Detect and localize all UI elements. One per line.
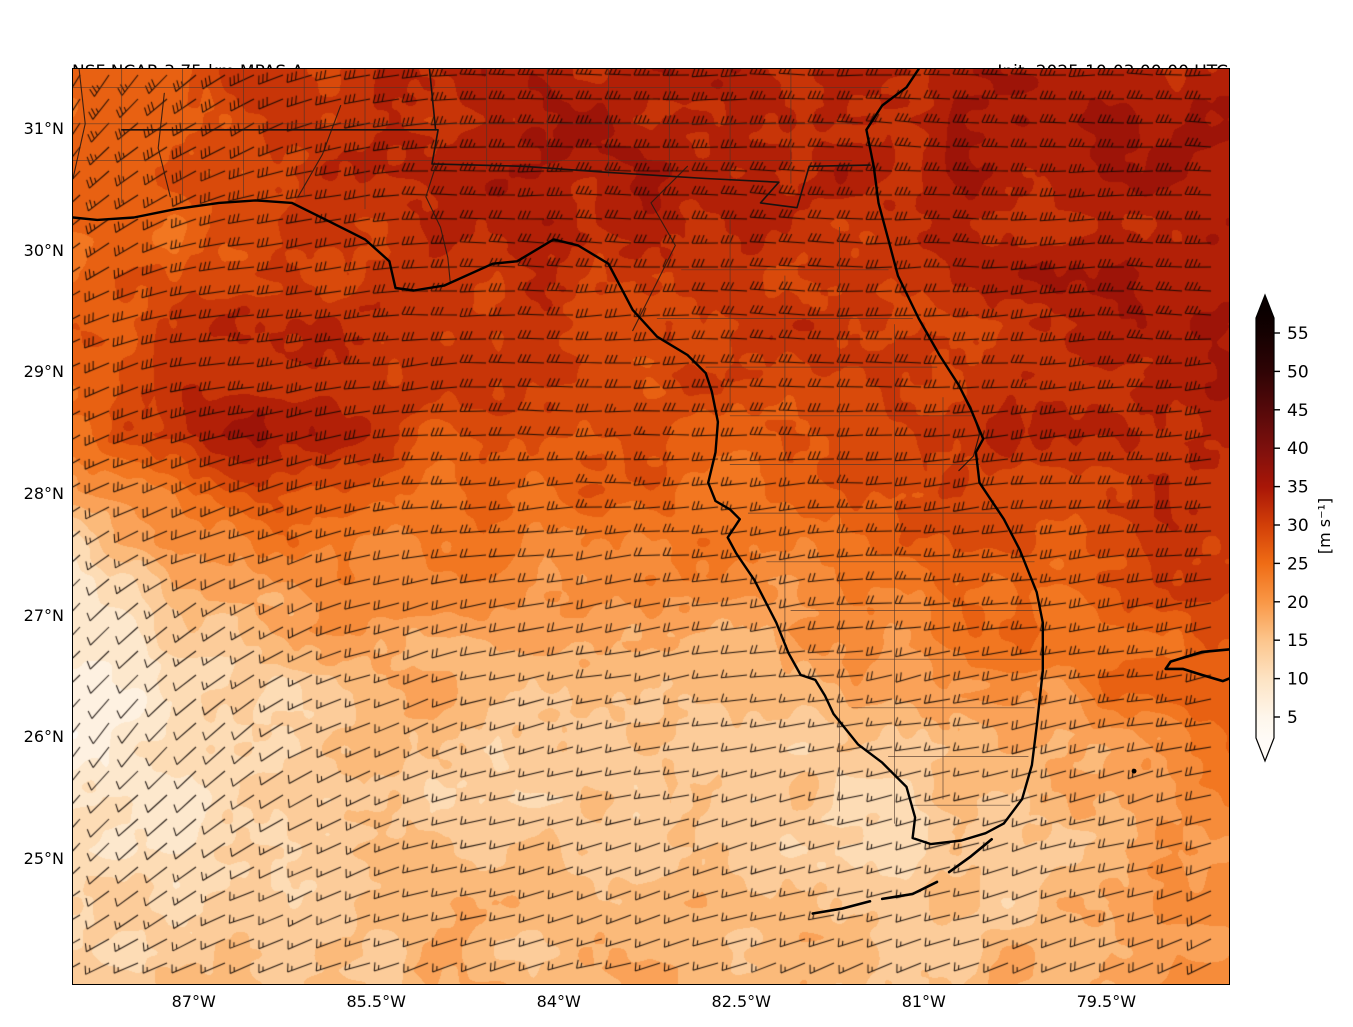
river-line (157, 92, 171, 198)
y-tick-label: 31°N (23, 118, 64, 138)
coastline (73, 69, 1044, 846)
river-line (425, 165, 451, 283)
island-outline (947, 838, 993, 874)
y-tick-label: 25°N (23, 848, 64, 868)
state-border-line (428, 69, 437, 131)
river-line (297, 104, 342, 198)
colorbar-tick-label: 45 (1287, 401, 1309, 421)
colorbar: 55 50 45 40 35 30 25 20 15 10 5 [m s⁻¹] (1248, 289, 1353, 771)
y-tick-label: 26°N (23, 727, 64, 747)
island-outline (880, 880, 939, 901)
colorbar-bar (1255, 293, 1275, 763)
x-tick-label: 85.5°W (346, 992, 406, 1011)
x-tick-label: 79.5°W (1076, 992, 1137, 1011)
colorbar-gradient: 55 50 45 40 35 30 25 20 15 10 5 [m s⁻¹] (1255, 293, 1334, 763)
y-tick-label: 28°N (23, 483, 64, 503)
x-tick-label: 84°W (536, 992, 581, 1011)
colorbar-tick-label: 40 (1287, 439, 1309, 459)
island-outline (1164, 648, 1229, 683)
x-tick-label: 82.5°W (711, 992, 771, 1011)
colorbar-tick-label: 55 (1287, 324, 1309, 344)
colorbar-tick-label: 50 (1287, 362, 1309, 382)
small-island-dot (1131, 768, 1137, 774)
island-outline (811, 900, 872, 915)
state-border-line (120, 129, 871, 209)
river-line (73, 69, 86, 180)
y-tick-label: 29°N (23, 362, 64, 382)
colorbar-unit-label: [m s⁻¹] (1315, 498, 1334, 554)
x-tick-label: 87°W (171, 992, 216, 1011)
colorbar-tick-label: 15 (1287, 631, 1309, 651)
wind-barbs-canvas (73, 69, 1229, 984)
river-line (632, 165, 689, 332)
colorbar-tick-label: 35 (1287, 478, 1309, 498)
colorbar-tick-label: 30 (1287, 516, 1309, 536)
colorbar-tick-label: 10 (1287, 670, 1309, 690)
y-tick-label: 30°N (23, 240, 64, 260)
map-plot-area (72, 68, 1230, 985)
colorbar-tick-label: 20 (1287, 593, 1309, 613)
colorbar-tick-label: 25 (1287, 554, 1309, 574)
y-tick-label: 27°N (23, 605, 64, 625)
coastline-overlay (73, 69, 1229, 915)
colorbar-tick-label: 5 (1287, 708, 1298, 728)
x-tick-label: 81°W (901, 992, 946, 1011)
